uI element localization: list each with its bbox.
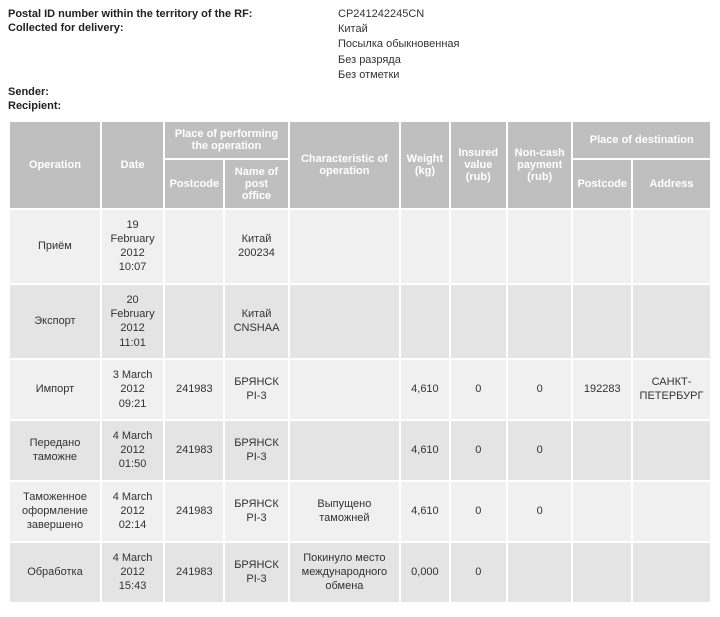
cell-characteristic: Выпущено таможней [290,482,400,541]
table-row: Импорт3 March 2012 09:21241983БРЯНСК PI-… [10,360,710,419]
cell-post-office: БРЯНСК PI-3 [225,360,287,419]
cell-operation: Таможенное оформление завершено [10,482,100,541]
table-header: Operation Date Place of performing the o… [10,122,710,208]
cell-post-office: Китай CNSHAA [225,285,287,358]
cell-weight [401,285,448,358]
cell-address [633,482,710,541]
cell-characteristic [290,421,400,480]
cell-weight: 4,610 [401,482,448,541]
table-row: Экспорт20 February 2012 11:01 Китай CNSHA… [10,285,710,358]
cell-insured: 0 [451,543,506,602]
cell-operation: Экспорт [10,285,100,358]
cell-insured [451,210,506,283]
col-name-po: Name of post office [225,160,287,208]
cell-noncash: 0 [508,482,572,541]
sender-label: Sender: [8,86,338,98]
cell-operation: Передано таможне [10,421,100,480]
cell-postcode: 241983 [165,421,223,480]
cell-characteristic [290,210,400,283]
cell-address: САНКТ-ПЕТЕРБУРГ [633,360,710,419]
cell-address [633,543,710,602]
cell-date: 20 February 2012 11:01 [102,285,163,358]
cell-operation: Приём [10,210,100,283]
cell-post-office: БРЯНСК PI-3 [225,543,287,602]
cell-date: 3 March 2012 09:21 [102,360,163,419]
cell-weight: 4,610 [401,421,448,480]
cell-characteristic [290,285,400,358]
table-body: Приём19 February 2012 10:07Китай 200234Э… [10,210,710,602]
table-row: Приём19 February 2012 10:07 Китай 200234 [10,210,710,283]
cell-characteristic [290,360,400,419]
cell-postcode [165,210,223,283]
cell-dest-postcode [573,543,631,602]
cell-dest-postcode [573,285,631,358]
collected-values: КитайПосылка обыкновеннаяБез разрядаБез … [338,22,459,84]
cell-post-office: БРЯНСК PI-3 [225,482,287,541]
cell-dest-postcode [573,210,631,283]
cell-postcode: 241983 [165,360,223,419]
cell-postcode: 241983 [165,482,223,541]
cell-operation: Обработка [10,543,100,602]
col-noncash: Non-cash payment (rub) [508,122,572,208]
cell-date: 4 March 2012 15:43 [102,543,163,602]
cell-date: 19 February 2012 10:07 [102,210,163,283]
cell-insured: 0 [451,421,506,480]
collected-value: Китай [338,22,459,37]
cell-insured: 0 [451,360,506,419]
col-place-perf: Place of performing the operation [165,122,287,158]
cell-date: 4 March 2012 02:14 [102,482,163,541]
sender-line: Sender: [8,86,712,98]
cell-weight: 4,610 [401,360,448,419]
collected-value: Без отметки [338,68,459,83]
col-postcode: Postcode [165,160,223,208]
col-date: Date [102,122,163,208]
cell-date: 4 March 2012 01:50 [102,421,163,480]
cell-weight: 0,000 [401,543,448,602]
cell-noncash [508,210,572,283]
cell-noncash: 0 [508,360,572,419]
col-address: Address [633,160,710,208]
table-row: Таможенное оформление завершено4 March 2… [10,482,710,541]
cell-weight [401,210,448,283]
postal-id-label: Postal ID number within the territory of… [8,8,338,20]
col-insured: Insured value (rub) [451,122,506,208]
cell-address [633,285,710,358]
cell-dest-postcode [573,482,631,541]
table-row: Передано таможне4 March 2012 01:50241983… [10,421,710,480]
cell-characteristic: Покинуло место международного обмена [290,543,400,602]
cell-address [633,421,710,480]
cell-postcode: 241983 [165,543,223,602]
col-dest-postcode: Postcode [573,160,631,208]
collected-value: Без разряда [338,53,459,68]
cell-postcode [165,285,223,358]
postal-id-value: CP241242245CN [338,8,424,20]
cell-dest-postcode: 192283 [573,360,631,419]
postal-id-line: Postal ID number within the territory of… [8,8,712,20]
cell-address [633,210,710,283]
cell-noncash [508,543,572,602]
cell-post-office: Китай 200234 [225,210,287,283]
cell-noncash: 0 [508,421,572,480]
col-characteristic: Characteristic of operation [290,122,400,208]
tracking-table: Operation Date Place of performing the o… [8,120,712,604]
cell-post-office: БРЯНСК PI-3 [225,421,287,480]
col-weight: Weight (kg) [401,122,448,208]
col-operation: Operation [10,122,100,208]
col-place-dest: Place of destination [573,122,710,158]
table-row: Обработка4 March 2012 15:43241983БРЯНСК … [10,543,710,602]
collected-label: Collected for delivery: [8,22,338,84]
cell-insured [451,285,506,358]
collected-value: Посылка обыкновенная [338,37,459,52]
cell-insured: 0 [451,482,506,541]
cell-dest-postcode [573,421,631,480]
cell-noncash [508,285,572,358]
recipient-line: Recipient: [8,100,712,112]
recipient-label: Recipient: [8,100,338,112]
cell-operation: Импорт [10,360,100,419]
collected-line: Collected for delivery: КитайПосылка обы… [8,22,712,84]
